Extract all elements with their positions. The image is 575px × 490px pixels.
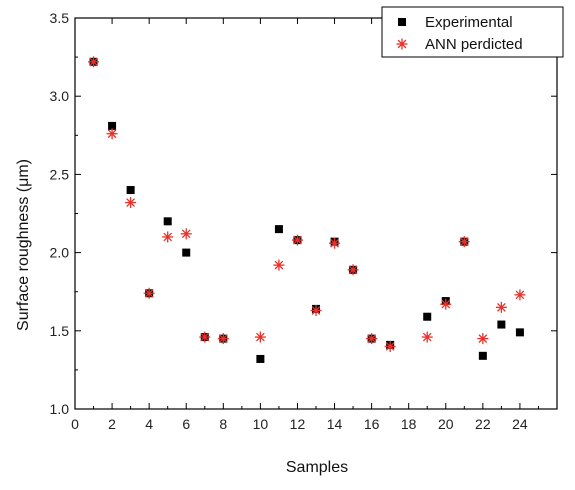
ann-predicted-point xyxy=(88,56,100,68)
ann-predicted-point xyxy=(291,234,303,246)
experimental-point xyxy=(515,328,524,337)
legend-label: ANN perdicted xyxy=(425,36,523,53)
ann-predicted-point xyxy=(273,259,285,271)
y-axis: 1.0 1.5 2.0 2.5 3.0 3.5 xyxy=(50,10,557,417)
experimental-point xyxy=(108,121,117,130)
legend-marker-experimental xyxy=(398,18,406,26)
plot-border xyxy=(74,17,558,410)
x-axis: 0 2 4 6 8 10 12 14 16 18 20 22 24 xyxy=(71,18,539,432)
ann-predicted-point xyxy=(495,301,507,313)
series-experimental xyxy=(89,57,524,363)
ann-predicted-point xyxy=(440,298,452,310)
ann-predicted-point xyxy=(477,333,489,345)
legend-label: Experimental xyxy=(425,14,513,31)
ann-predicted-point xyxy=(366,333,378,345)
x-tick-label: 22 xyxy=(475,416,491,432)
experimental-point xyxy=(478,351,487,360)
x-tick-label: 16 xyxy=(364,416,380,432)
x-tick-label: 10 xyxy=(253,416,269,432)
x-tick-label: 14 xyxy=(327,416,343,432)
ann-predicted-point xyxy=(421,331,433,343)
ann-predicted-point xyxy=(162,231,174,243)
data-points xyxy=(88,56,526,363)
ann-predicted-point xyxy=(347,264,359,276)
x-tick-label: 18 xyxy=(401,416,417,432)
ann-predicted-point xyxy=(199,331,211,343)
y-tick-label: 2.0 xyxy=(50,245,70,261)
experimental-point xyxy=(163,217,172,226)
ann-predicted-point xyxy=(106,128,118,140)
experimental-point xyxy=(423,312,432,321)
y-tick-label: 3.5 xyxy=(50,10,70,26)
x-tick-label: 12 xyxy=(290,416,306,432)
x-tick-label: 0 xyxy=(71,416,79,432)
y-tick-label: 1.5 xyxy=(50,323,70,339)
ann-predicted-point xyxy=(384,340,396,352)
experimental-point xyxy=(497,320,506,329)
legend-marker-ann-predicted xyxy=(396,38,408,50)
ann-predicted-point xyxy=(180,228,192,240)
y-axis-title: Surface roughness (μm) xyxy=(15,159,32,331)
x-tick-label: 4 xyxy=(145,416,153,432)
series-ann-predicted xyxy=(88,56,526,352)
plot-frame xyxy=(74,17,558,410)
experimental-point xyxy=(182,248,191,257)
y-tick-label: 3.0 xyxy=(50,88,70,104)
ann-predicted-point xyxy=(458,236,470,248)
ann-predicted-point xyxy=(329,237,341,249)
x-axis-title: Samples xyxy=(286,459,348,476)
ann-predicted-point xyxy=(514,289,526,301)
x-tick-label: 24 xyxy=(512,416,528,432)
x-tick-label: 6 xyxy=(182,416,190,432)
x-tick-label: 2 xyxy=(108,416,116,432)
ann-predicted-point xyxy=(125,197,137,209)
ann-predicted-point xyxy=(310,304,322,316)
experimental-point xyxy=(126,186,135,195)
ann-predicted-point xyxy=(143,287,155,299)
x-tick-label: 20 xyxy=(438,416,454,432)
ann-predicted-point xyxy=(217,333,229,345)
legend-box xyxy=(381,6,564,58)
experimental-point xyxy=(256,354,265,363)
legend: Experimental ANN perdicted xyxy=(381,6,564,58)
ann-predicted-point xyxy=(254,331,266,343)
x-tick-label: 8 xyxy=(219,416,227,432)
experimental-point xyxy=(274,225,283,234)
y-tick-label: 1.0 xyxy=(50,401,70,417)
y-tick-label: 2.5 xyxy=(50,166,70,182)
